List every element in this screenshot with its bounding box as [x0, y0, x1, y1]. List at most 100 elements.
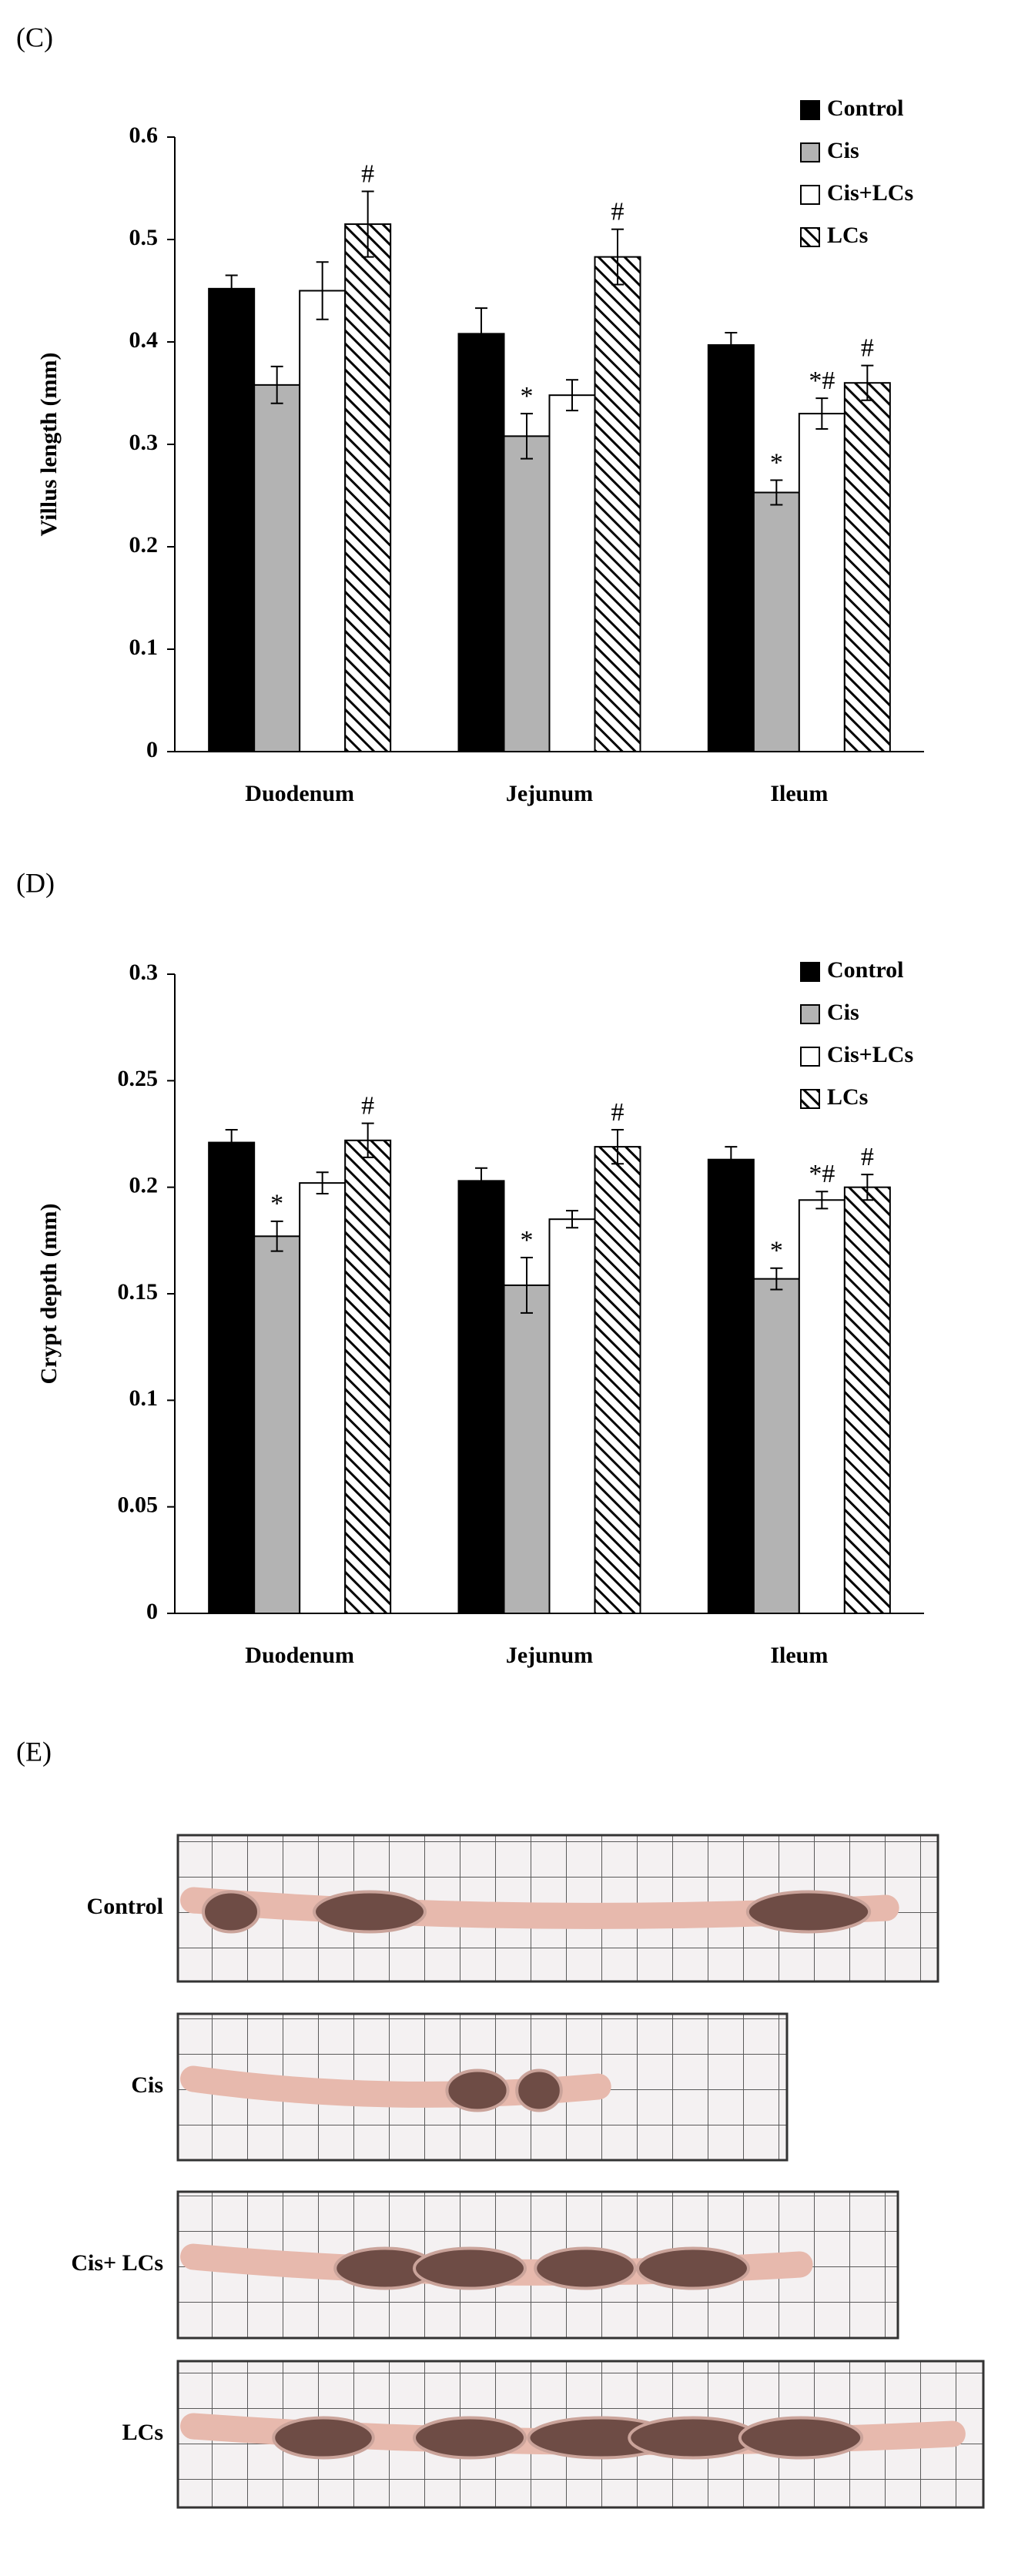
error-bar	[725, 332, 738, 358]
error-bar	[361, 190, 374, 258]
bar	[548, 394, 596, 752]
photo-row-label: Cis+ LCs	[71, 2250, 163, 2276]
legend-swatch	[800, 1089, 820, 1109]
y-tick-label: 0.1	[129, 635, 159, 660]
significance-mark: *	[270, 1190, 283, 1218]
error-bar	[566, 379, 578, 412]
bar	[299, 1182, 347, 1614]
y-tick-label: 0.3	[129, 430, 159, 455]
significance-mark: *	[521, 1226, 534, 1255]
error-bar	[611, 1128, 624, 1165]
significance-mark: #	[861, 333, 874, 362]
legend-label: Control	[827, 957, 903, 983]
error-bar	[316, 261, 329, 320]
error-bar	[861, 1174, 874, 1201]
legend-swatch	[800, 1047, 820, 1067]
error-bar	[521, 1256, 533, 1314]
intestine-content	[445, 2069, 510, 2112]
error-bar	[316, 1171, 329, 1194]
error-bar	[225, 1128, 238, 1157]
bar	[457, 333, 505, 752]
error-bar	[270, 365, 283, 404]
bar	[253, 1235, 301, 1615]
y-tick-label: 0	[146, 1599, 158, 1624]
significance-mark: #	[361, 159, 374, 188]
significance-mark: #	[611, 197, 625, 226]
bar	[299, 290, 347, 752]
intestine-content	[515, 2069, 563, 2112]
significance-mark: *	[770, 1237, 783, 1265]
photo-row-label: Control	[87, 1894, 163, 1919]
legend-swatch	[800, 185, 820, 205]
bar	[503, 1284, 551, 1615]
bar	[594, 256, 641, 752]
error-bar	[815, 1191, 829, 1210]
significance-mark: #	[361, 1091, 374, 1120]
y-tick-label: 0.6	[129, 122, 159, 148]
error-bar	[725, 1146, 738, 1174]
panel-label: (D)	[16, 867, 55, 898]
panel-label: (E)	[16, 1736, 52, 1767]
x-tick-label: Ileum	[770, 781, 828, 806]
bar	[457, 1180, 505, 1615]
intestine-content	[745, 1890, 872, 1934]
legend-label: Control	[827, 95, 903, 121]
error-bar	[270, 1220, 283, 1252]
significance-mark: *#	[809, 1160, 835, 1188]
y-tick-label: 0.05	[118, 1492, 159, 1518]
bar	[344, 1139, 392, 1615]
intestine-content	[413, 2246, 527, 2290]
bar	[208, 1141, 256, 1614]
legend-swatch	[800, 1004, 820, 1024]
x-tick-label: Duodenum	[245, 781, 354, 806]
panel-label: (C)	[16, 22, 53, 52]
legend-swatch	[800, 962, 820, 982]
legend-label: LCs	[827, 1084, 868, 1110]
error-bar	[225, 274, 238, 303]
legend-swatch	[800, 142, 820, 162]
error-bar	[815, 397, 829, 430]
bar	[548, 1218, 596, 1614]
error-bar	[475, 307, 487, 360]
intestine-content	[738, 2416, 864, 2460]
significance-mark: *#	[809, 367, 835, 395]
error-bar	[566, 1210, 578, 1229]
y-tick-label: 0.15	[118, 1279, 159, 1305]
x-tick-label: Ileum	[770, 1643, 828, 1668]
legend-label: Cis+LCs	[827, 1042, 913, 1067]
legend-label: Cis	[827, 1000, 859, 1025]
bar	[707, 1158, 755, 1614]
y-tick-label: 0.3	[129, 960, 159, 985]
bar	[843, 382, 891, 752]
error-bar	[611, 228, 624, 286]
significance-mark: *	[521, 382, 534, 410]
x-tick-label: Jejunum	[506, 781, 593, 806]
y-axis-label: Villus length (mm)	[36, 353, 62, 537]
y-tick-label: 0.2	[129, 532, 159, 558]
intestine-content	[534, 2246, 637, 2290]
photo-row-label: LCs	[122, 2420, 163, 2445]
error-bar	[475, 1167, 487, 1194]
bar	[798, 1199, 846, 1615]
legend-swatch	[800, 100, 820, 120]
x-tick-label: Jejunum	[506, 1643, 593, 1668]
bar	[798, 413, 846, 752]
bar	[752, 1278, 800, 1614]
significance-mark: #	[611, 1098, 625, 1127]
error-bar	[770, 1267, 783, 1291]
photo-row-label: Cis	[131, 2072, 163, 2098]
significance-mark: *	[770, 448, 783, 477]
error-bar	[770, 479, 783, 506]
y-tick-label: 0.2	[129, 1173, 159, 1198]
error-bar	[521, 413, 533, 460]
legend-label: Cis	[827, 138, 859, 163]
y-tick-label: 0.4	[129, 327, 159, 353]
intestine-content	[628, 2416, 758, 2460]
bar	[503, 435, 551, 752]
intestine-content	[202, 1890, 260, 1934]
bar	[594, 1146, 641, 1614]
error-bar	[361, 1122, 374, 1158]
bar	[208, 287, 256, 752]
significance-mark: #	[861, 1143, 874, 1171]
